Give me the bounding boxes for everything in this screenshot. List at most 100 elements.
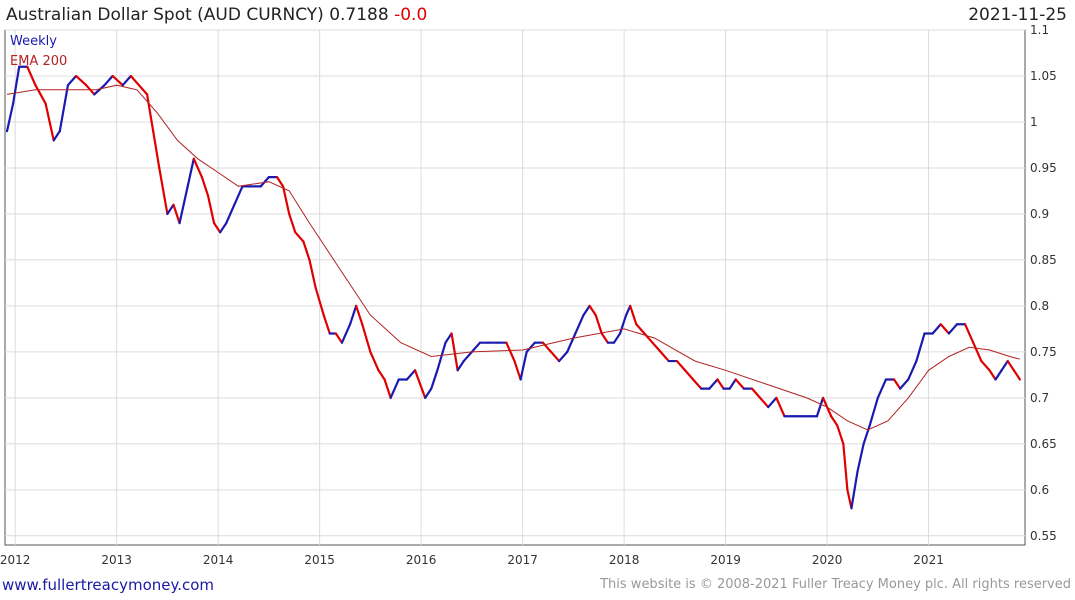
price-segment [842,442,849,491]
price-segment [907,359,918,381]
price-segment [121,74,132,87]
price-segment [994,369,1003,381]
price-segment [308,258,317,289]
x-tick-label: 2018 [609,553,640,567]
price-segment [541,341,553,353]
price-segment [470,341,482,353]
x-tick-label: 2019 [710,553,741,567]
price-segment [103,74,114,87]
y-tick-label: 0.9 [1030,207,1049,221]
price-segment [369,350,380,372]
x-tick-label: 2015 [304,553,335,567]
price-segment [618,313,628,335]
price-segment [734,378,745,390]
price-segment [355,304,364,326]
price-segment [52,130,61,142]
x-tick-label: 2013 [101,553,132,567]
price-segment [288,212,297,234]
chart-date: 2021-11-25 [968,5,1067,25]
y-tick-label: 1.05 [1030,69,1057,83]
price-segment [892,378,902,390]
site-link[interactable]: www.fullertreacymoney.com [2,576,215,594]
price-segment [519,350,528,381]
price-segment [219,222,228,234]
price-segment [612,332,622,344]
price-segment [964,323,975,344]
price-segment [294,231,305,243]
y-tick-label: 0.85 [1030,253,1057,267]
price-segment [192,157,203,179]
price-segment [275,176,285,188]
price-segment [334,332,344,344]
price-segment [166,203,175,216]
price-segment [12,65,21,105]
price-segment [659,350,670,363]
price-segment [549,350,561,363]
price-segment [574,313,585,335]
price-segment [361,323,372,353]
chart-title-text: Australian Dollar Spot (AUD CURNCY) 0.71… [6,5,389,25]
y-tick-label: 0.75 [1030,345,1057,359]
legend: Weekly EMA 200 [10,34,67,69]
price-segment [876,378,888,399]
price-segment [836,424,845,445]
price-segment [513,359,522,381]
price-segment [931,323,942,335]
price-segment [206,194,216,225]
price-segment [44,102,55,142]
price-segment [850,470,859,510]
price-segment [815,396,825,418]
price-segment [172,203,181,225]
price-segment [314,286,325,317]
price-segment [225,203,236,225]
price-segment [129,74,141,87]
price-segment [775,396,786,418]
legend-item: Weekly [10,34,57,49]
x-axis: 2012 2013 2014 2015 2016 2017 2018 2019 2020 2021 [0,553,944,567]
price-segment [389,378,400,399]
price-segment [186,157,195,188]
price-segment [111,74,124,87]
price-segment [728,378,737,390]
price-segment [302,240,311,262]
price-segment [450,332,459,372]
price-segment [862,424,871,445]
price-segment [675,359,687,372]
price-segment [405,369,417,381]
x-tick-label: 2012 [0,553,30,567]
price-segment [430,369,439,390]
price-segment [1000,359,1009,372]
copyright-text: This website is © 2008-2021 Fuller Treac… [600,577,1071,592]
price-segment [988,369,997,381]
price-segment [145,93,155,133]
price-segment [525,341,536,353]
price-segment [972,341,983,363]
price-segment [651,341,662,353]
price-segment [683,369,695,381]
plot-area [4,29,1026,546]
price-segment [152,130,161,170]
price-segment [259,176,270,188]
price-segment [436,341,447,372]
price-segment [759,396,770,409]
price-segment [750,387,762,399]
price-segment [566,332,577,353]
x-tick-label: 2016 [406,553,437,567]
price-segment [74,74,88,87]
price-change: -0.0 [394,5,428,25]
price-segment [93,84,106,96]
y-tick-label: 0.95 [1030,161,1057,175]
price-segment [444,332,453,344]
price-segment [26,65,37,87]
price-segment [582,304,591,317]
price-segment [868,396,879,427]
price-segment [708,378,719,390]
price-segment [424,387,433,399]
price-segment [377,369,386,381]
y-tick-label: 0.65 [1030,437,1057,451]
price-segment [856,442,865,473]
y-tick-label: 0.6 [1030,483,1049,497]
price-segment [281,185,291,216]
price-segment [629,304,638,326]
